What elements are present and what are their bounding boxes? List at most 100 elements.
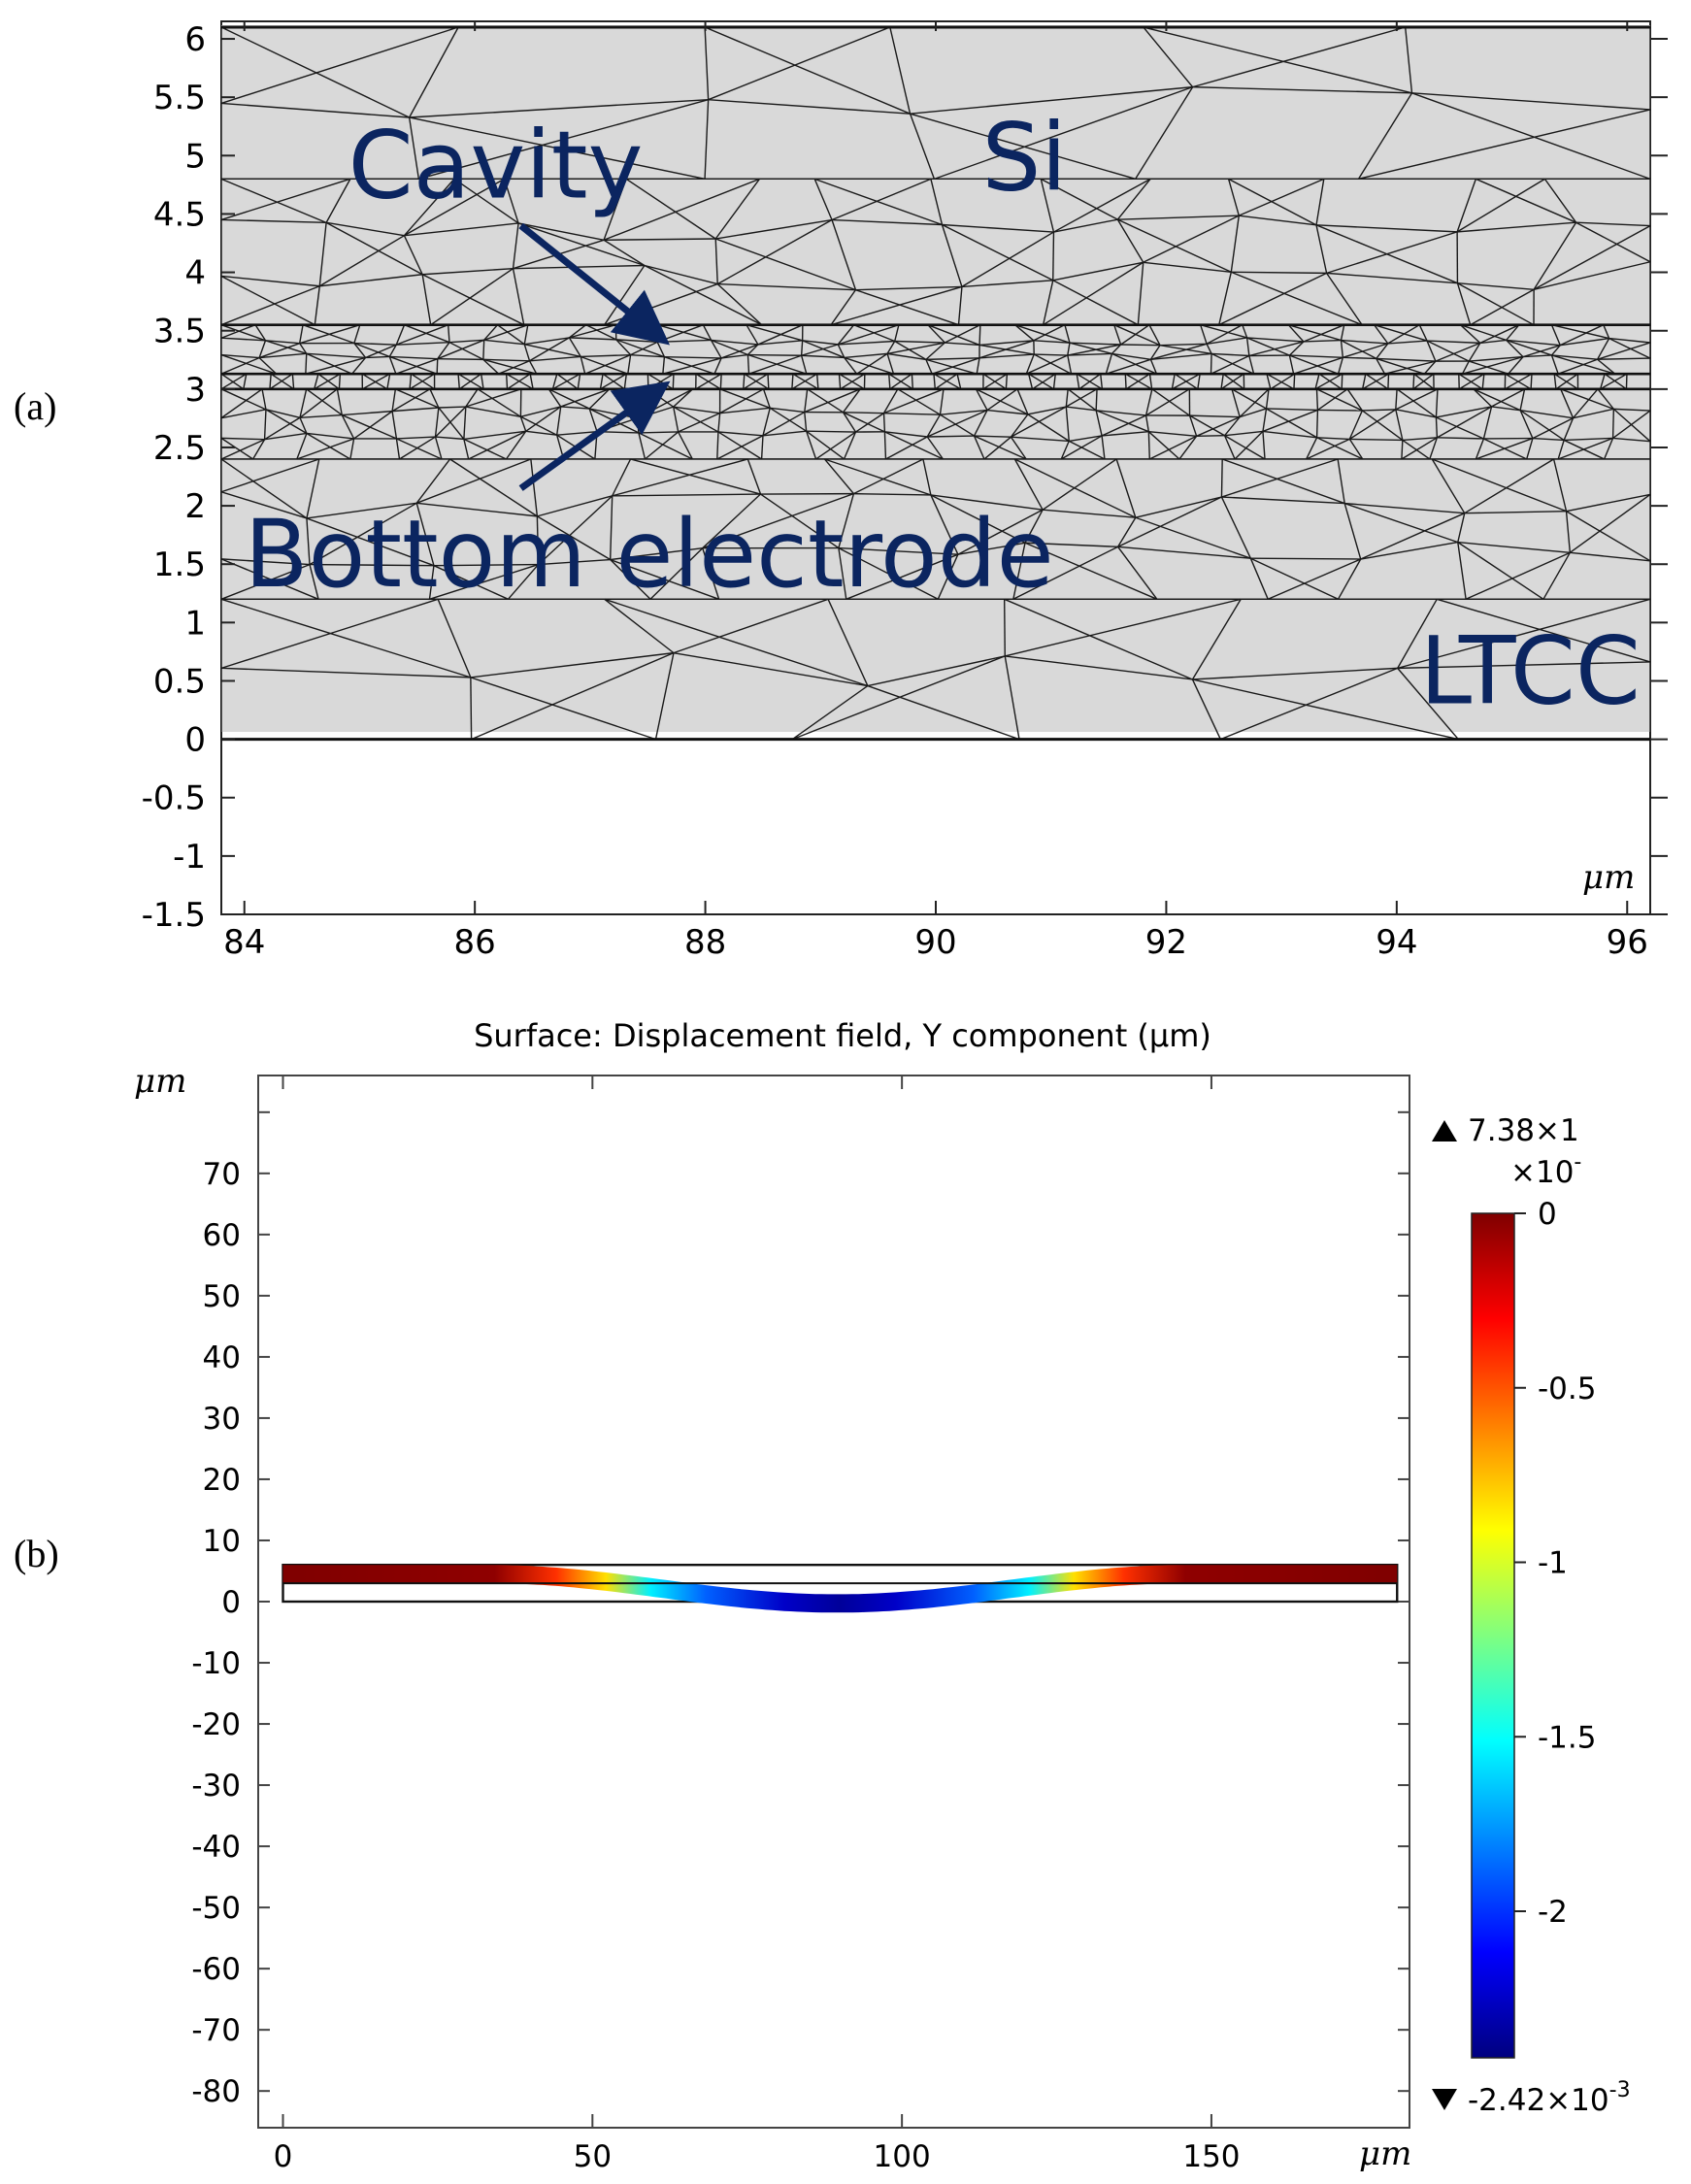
mesh-edge <box>505 430 527 460</box>
mesh-edge <box>1160 343 1208 347</box>
mesh-edge <box>220 373 248 390</box>
mesh-edge <box>856 352 888 375</box>
mesh-edge <box>264 416 301 441</box>
mesh-edge <box>409 373 435 390</box>
mesh-edge <box>1250 557 1361 560</box>
mesh-edge <box>1491 406 1521 412</box>
mesh-edge <box>1033 340 1070 344</box>
mesh-edge <box>1025 353 1035 375</box>
mesh-edge <box>1597 342 1651 360</box>
mesh-edge <box>403 178 455 237</box>
mesh-edge <box>941 224 963 287</box>
mesh-edge <box>885 436 928 460</box>
mesh-edge <box>702 547 720 600</box>
mesh-edge <box>823 458 854 495</box>
mesh-edge <box>1437 406 1492 439</box>
mesh-edge <box>471 651 675 741</box>
mesh-edge <box>889 26 912 115</box>
mesh-edge <box>513 264 645 270</box>
mesh-edge <box>470 651 675 678</box>
mesh-edge <box>353 342 390 358</box>
mesh-edge <box>529 337 570 362</box>
mesh-edge <box>930 494 1044 511</box>
mesh-edge <box>973 435 985 460</box>
mesh-edge <box>220 26 459 105</box>
mesh-edge <box>1221 458 1339 498</box>
mesh-edge <box>1028 374 1034 389</box>
colorbar-exponent-base: ×10 <box>1510 1155 1574 1190</box>
mesh-edge <box>844 357 858 375</box>
mesh-edge <box>1458 373 1485 390</box>
mesh-edge <box>306 458 320 519</box>
mesh-edge <box>604 598 869 687</box>
y-tick-label: 5 <box>184 137 206 176</box>
mesh-edge <box>1033 353 1072 375</box>
mesh-edge <box>746 458 762 495</box>
mesh-edge <box>449 458 538 517</box>
mesh-edge <box>1611 409 1615 439</box>
mesh-edge <box>317 373 340 390</box>
mesh-edge <box>1143 26 1194 88</box>
y-tick-label: 1 <box>184 604 206 643</box>
mesh-edge <box>746 354 750 375</box>
mesh-edge <box>1239 215 1317 226</box>
mesh-edge <box>743 373 769 390</box>
mesh-edge <box>1100 374 1104 389</box>
mesh-edge <box>1397 598 1651 670</box>
mesh-edge <box>465 406 521 417</box>
mesh-edge <box>1135 516 1251 559</box>
mesh-edge <box>386 374 391 389</box>
mesh-edge <box>1326 272 1458 284</box>
mesh-edge <box>1436 416 1484 440</box>
mesh-edge <box>220 563 311 600</box>
mesh-edge <box>757 340 803 346</box>
mesh-edge <box>1337 357 1344 375</box>
mesh-edge <box>1608 337 1651 359</box>
mesh-edge <box>258 357 278 375</box>
mesh-edge <box>1011 436 1070 443</box>
mesh-edge <box>220 178 351 221</box>
region-si-text: Si <box>981 103 1067 212</box>
mesh-edge <box>704 26 710 100</box>
mesh-edge <box>1475 178 1576 223</box>
mesh-edge <box>719 388 764 414</box>
mesh-edge <box>767 374 770 389</box>
mesh-edge <box>1192 26 1406 88</box>
mesh-edge <box>1113 324 1122 346</box>
mesh-edge <box>1220 458 1223 498</box>
mesh-edge <box>1475 438 1485 460</box>
mesh-edge <box>1288 324 1342 342</box>
mesh-edge <box>1506 339 1561 347</box>
mesh-edge <box>1479 324 1520 345</box>
mesh-edge <box>1395 409 1404 441</box>
mesh-edge <box>1469 355 1524 362</box>
mesh-edge <box>1396 388 1437 418</box>
mesh-edge <box>1603 324 1610 339</box>
y-tick-label: -80 <box>191 2074 241 2109</box>
mesh-edge <box>365 355 390 359</box>
mesh-edge <box>886 341 896 354</box>
mesh-edge <box>1288 354 1295 375</box>
mesh-edge <box>827 599 869 686</box>
colorbar-gradient <box>1471 1212 1515 2059</box>
mesh-edge <box>428 565 435 600</box>
mesh-edge <box>1065 388 1069 408</box>
mesh-edge <box>1012 546 1118 600</box>
mesh-edge <box>1469 360 1509 375</box>
mesh-edge <box>942 223 1054 281</box>
mesh-edge <box>220 598 439 670</box>
mesh-edge <box>716 435 764 460</box>
mesh-edge <box>1172 373 1201 390</box>
mesh-edge <box>447 324 450 343</box>
mesh-edge <box>934 85 1193 181</box>
mesh-edge <box>843 431 857 460</box>
y-tick-label: 10 <box>203 1524 241 1559</box>
mesh-edge <box>1143 261 1232 273</box>
mesh-edge <box>1196 415 1241 437</box>
mesh-edge <box>299 343 308 354</box>
mesh-edge <box>1565 511 1572 553</box>
mesh-edge <box>1401 437 1438 460</box>
mesh-edge <box>843 412 884 414</box>
mesh-edge <box>925 342 945 360</box>
